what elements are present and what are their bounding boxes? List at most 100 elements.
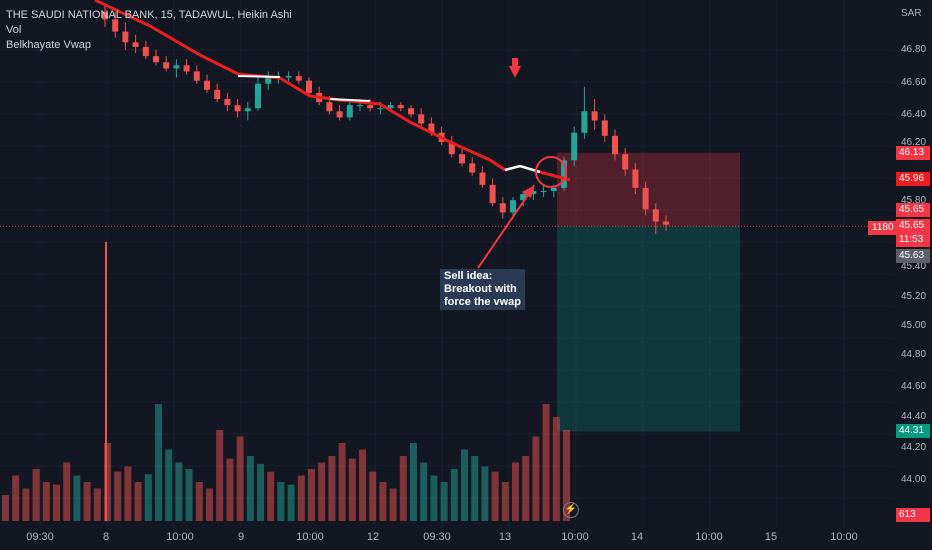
grey-price-label: 45.63 xyxy=(896,249,930,263)
sell-marker-stem xyxy=(512,58,518,67)
time-tick: 09:30 xyxy=(423,531,451,543)
time-tick: 10:00 xyxy=(830,531,858,543)
currency-label: SAR xyxy=(901,8,922,19)
volume-bar xyxy=(267,471,275,521)
candle-body xyxy=(540,190,547,192)
note-line-2: Breakout with xyxy=(444,283,517,295)
candle-body xyxy=(214,89,221,100)
time-axis[interactable]: 09:30 8 10:00 9 10:00 12 09:30 13 10:00 … xyxy=(0,528,932,550)
vwap-line-white xyxy=(504,164,541,174)
volume-bar xyxy=(308,469,315,521)
volume-bars xyxy=(2,242,570,521)
time-tick: 10:00 xyxy=(296,531,324,543)
breakout-circle xyxy=(535,156,567,188)
candle-body xyxy=(132,42,139,47)
volume-bar xyxy=(501,482,509,521)
price-tick: 46.20 xyxy=(901,137,927,148)
pointer-arrow xyxy=(477,191,531,269)
volume-bar xyxy=(481,466,489,521)
symbol-title[interactable]: THE SAUDI NATIONAL BANK, 15, TADAWUL, He… xyxy=(6,9,292,21)
vwap-price-label: 45.96 xyxy=(896,172,930,186)
candle-body xyxy=(244,108,251,112)
time-tick: 12 xyxy=(366,531,380,543)
candle-body xyxy=(510,200,516,213)
time-tick: 09:30 xyxy=(26,531,54,543)
profit-zone xyxy=(557,226,740,432)
volume-bar xyxy=(369,471,377,521)
volume-bar xyxy=(277,482,285,521)
volume-bar xyxy=(226,458,234,521)
volume-bar xyxy=(552,417,560,521)
price-tick: 46.80 xyxy=(901,44,927,55)
volume-bar xyxy=(399,456,407,521)
time-tick: 10:00 xyxy=(166,531,194,543)
candle-body xyxy=(377,108,384,110)
sell-idea-note[interactable]: Sell idea: Breakout with force the vwap xyxy=(440,269,526,310)
indicator-vwap[interactable]: Belkhayate Vwap xyxy=(6,39,91,51)
candle-body xyxy=(622,154,629,170)
volume-bar xyxy=(185,469,193,521)
candlesticks xyxy=(102,4,669,234)
time-tick: 10:00 xyxy=(561,531,589,543)
volume-bar xyxy=(22,488,30,521)
volume-bar xyxy=(216,430,224,521)
candle-body xyxy=(448,141,455,155)
annotations-overlay xyxy=(94,0,571,269)
candle-body xyxy=(642,187,649,210)
candle-body xyxy=(357,105,363,107)
candle-body xyxy=(234,105,241,112)
candle-body xyxy=(163,62,170,69)
candle-body xyxy=(408,108,414,115)
price-chart[interactable] xyxy=(0,0,895,528)
price-axis[interactable]: SAR 46.80 46.60 46.40 46.20 45.80 45.40 … xyxy=(895,0,932,528)
price-tick: 45.40 xyxy=(901,261,927,272)
candle-body xyxy=(326,102,333,112)
price-tick: 44.00 xyxy=(901,474,927,485)
note-line-1: Sell idea: xyxy=(444,270,493,282)
last-price-label: 45.65 xyxy=(896,203,930,217)
candle-body xyxy=(428,123,435,133)
candle-body xyxy=(295,76,302,81)
volume-bar xyxy=(440,482,448,521)
vwap-flat-segment xyxy=(329,98,371,102)
sell-marker-icon xyxy=(509,66,521,78)
indicator-vol[interactable]: Vol xyxy=(6,24,22,36)
volume-bar xyxy=(471,456,479,521)
volume-bar xyxy=(522,456,530,521)
candle-body xyxy=(285,76,292,78)
candle-body xyxy=(530,190,537,195)
price-tick: 44.20 xyxy=(901,442,927,453)
volume-bar xyxy=(236,436,244,521)
candle-body xyxy=(571,132,578,161)
candle-body xyxy=(306,80,312,93)
volume-bar xyxy=(73,475,81,521)
volume-bar xyxy=(155,404,162,521)
volume-bar xyxy=(134,482,142,521)
volume-bar xyxy=(195,482,203,521)
candle-body xyxy=(193,71,200,81)
volume-bar xyxy=(12,475,20,521)
candle-body xyxy=(499,203,506,213)
candle-body xyxy=(581,111,588,133)
candle-body xyxy=(112,19,119,32)
candle-body xyxy=(652,209,659,222)
countdown-label: 11:53 xyxy=(896,233,930,247)
price-tick: 44.40 xyxy=(901,411,927,422)
candle-body xyxy=(265,77,272,84)
time-tick: 10:00 xyxy=(695,531,723,543)
candle-body xyxy=(591,111,598,121)
lightning-icon[interactable]: ⚡ xyxy=(563,502,579,518)
candle-body xyxy=(550,187,557,191)
candle-body xyxy=(479,172,486,185)
volume-bar xyxy=(2,495,9,521)
pointer-arrowhead xyxy=(522,185,535,198)
volume-bar xyxy=(348,458,356,521)
price-tick: 44.80 xyxy=(901,349,927,360)
candle-body xyxy=(336,111,343,118)
candle-body xyxy=(122,31,129,43)
candle-body xyxy=(346,105,353,118)
candle-body xyxy=(632,169,639,188)
candle-body xyxy=(469,163,476,173)
candle-body xyxy=(142,46,149,57)
candle-body xyxy=(387,105,394,109)
